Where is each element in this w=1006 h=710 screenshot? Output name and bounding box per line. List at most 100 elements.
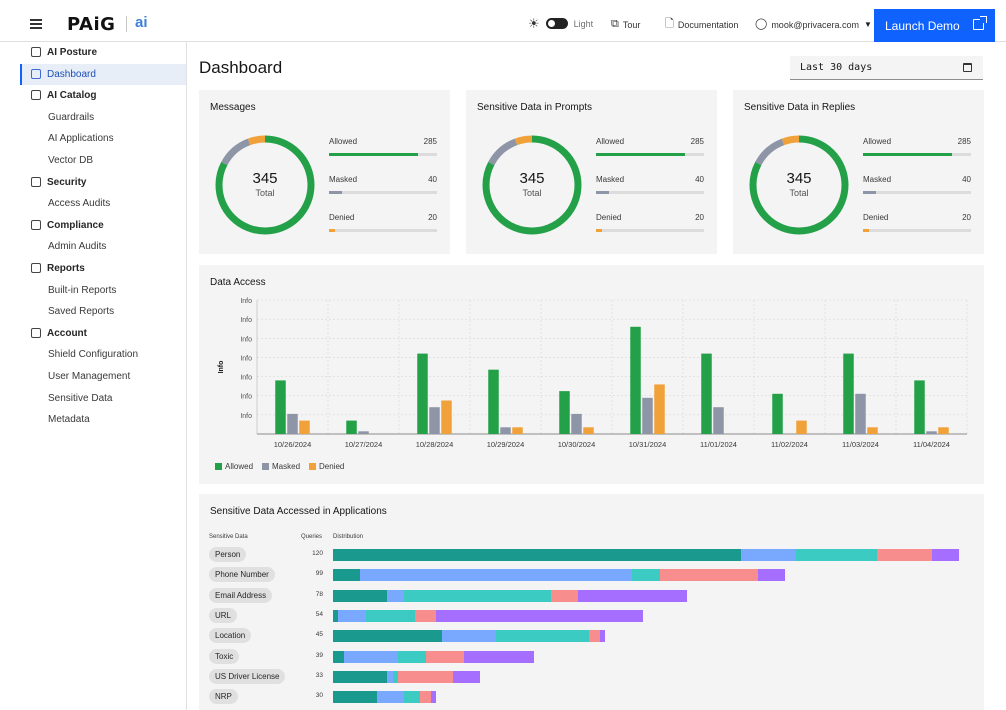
table-row[interactable]: US Driver License 33 — [199, 668, 979, 688]
sensitive-data-tag[interactable]: Phone Number — [209, 567, 275, 583]
sensitive-data-tag[interactable]: Toxic — [209, 648, 240, 664]
distribution-segment[interactable] — [430, 691, 437, 704]
sidebar-item-built-in-reports[interactable]: Built-in Reports — [20, 280, 186, 301]
bar-masked-10-28-2024[interactable] — [429, 407, 440, 434]
bar-allowed-10-27-2024[interactable] — [346, 420, 357, 434]
legend-item-masked[interactable]: Masked — [262, 462, 300, 471]
sidebar-item-vector-db[interactable]: Vector DB — [20, 150, 186, 171]
distribution-bar[interactable] — [333, 670, 480, 683]
sidebar-item-reports[interactable]: Reports — [20, 258, 186, 279]
bar-denied-10-29-2024[interactable] — [512, 427, 523, 434]
bar-allowed-10-30-2024[interactable] — [559, 391, 570, 434]
sidebar-item-ai-catalog[interactable]: AI Catalog — [20, 85, 186, 106]
distribution-segment[interactable] — [463, 650, 535, 663]
bar-allowed-10-29-2024[interactable] — [488, 369, 499, 434]
launch-demo-button[interactable]: Launch Demo — [874, 9, 995, 42]
bar-masked-10-26-2024[interactable] — [287, 413, 298, 434]
documentation-link[interactable]: 🗋 Documentation — [665, 19, 738, 30]
distribution-bar[interactable] — [333, 650, 535, 663]
donut-slice-denied[interactable] — [215, 135, 315, 235]
table-row[interactable]: URL 54 — [199, 607, 979, 627]
distribution-segment[interactable] — [452, 670, 480, 683]
distribution-segment[interactable] — [496, 630, 589, 643]
distribution-segment[interactable] — [398, 670, 453, 683]
distribution-segment[interactable] — [425, 650, 464, 663]
bar-masked-11-01-2024[interactable] — [713, 407, 724, 434]
table-row[interactable]: Person 120 — [199, 546, 979, 566]
bar-allowed-10-26-2024[interactable] — [275, 380, 286, 434]
distribution-bar[interactable] — [333, 609, 644, 622]
bar-denied-11-02-2024[interactable] — [796, 420, 807, 434]
distribution-segment[interactable] — [795, 549, 878, 561]
bar-masked-10-29-2024[interactable] — [500, 427, 511, 434]
sidebar-item-access-audits[interactable]: Access Audits — [20, 193, 186, 214]
distribution-segment[interactable] — [403, 589, 551, 602]
distribution-segment[interactable] — [333, 589, 388, 602]
bar-allowed-10-31-2024[interactable] — [630, 326, 641, 434]
date-range-select[interactable]: Last 30 days — [790, 56, 983, 80]
bar-denied-10-31-2024[interactable] — [654, 384, 665, 434]
bar-masked-11-03-2024[interactable] — [855, 393, 866, 434]
sidebar-item-account[interactable]: Account — [20, 323, 186, 344]
distribution-bar[interactable] — [333, 549, 959, 561]
hamburger-menu-icon[interactable] — [30, 19, 42, 29]
distribution-segment[interactable] — [333, 549, 742, 561]
distribution-segment[interactable] — [414, 609, 437, 622]
distribution-segment[interactable] — [877, 549, 932, 561]
bar-masked-10-27-2024[interactable] — [358, 431, 369, 434]
legend-item-denied[interactable]: Denied — [309, 462, 344, 471]
distribution-segment[interactable] — [360, 569, 633, 582]
bar-masked-10-31-2024[interactable] — [642, 397, 653, 434]
sensitive-data-tag[interactable]: US Driver License — [209, 668, 286, 684]
bar-masked-10-30-2024[interactable] — [571, 413, 582, 434]
sidebar-item-shield-configuration[interactable]: Shield Configuration — [20, 344, 186, 365]
distribution-bar[interactable] — [333, 589, 687, 602]
distribution-segment[interactable] — [757, 569, 785, 582]
paig-logo[interactable]: PAiG — [67, 14, 116, 35]
distribution-segment[interactable] — [392, 670, 399, 683]
user-menu[interactable]: ◯ mook@privacera.com ▼ — [755, 19, 872, 30]
distribution-segment[interactable] — [588, 630, 600, 643]
bar-allowed-11-01-2024[interactable] — [701, 353, 712, 434]
sidebar-item-admin-audits[interactable]: Admin Audits — [20, 236, 186, 257]
sidebar-item-ai-posture[interactable]: AI Posture — [20, 42, 186, 63]
distribution-segment[interactable] — [931, 549, 959, 561]
distribution-bar[interactable] — [333, 569, 785, 582]
distribution-segment[interactable] — [632, 569, 660, 582]
distribution-bar[interactable] — [333, 630, 606, 643]
distribution-segment[interactable] — [343, 650, 399, 663]
sensitive-data-tag[interactable]: Location — [209, 628, 252, 644]
bar-allowed-11-02-2024[interactable] — [772, 393, 783, 434]
sidebar-item-sensitive-data[interactable]: Sensitive Data — [20, 388, 186, 409]
distribution-segment[interactable] — [599, 630, 606, 643]
sidebar-item-user-management[interactable]: User Management — [20, 366, 186, 387]
distribution-segment[interactable] — [441, 630, 497, 643]
donut-slice-denied[interactable] — [749, 135, 849, 235]
distribution-segment[interactable] — [333, 650, 344, 663]
bar-masked-11-04-2024[interactable] — [926, 431, 937, 434]
legend-item-allowed[interactable]: Allowed — [215, 462, 253, 471]
sensitive-data-tag[interactable]: Email Address — [209, 587, 273, 603]
donut-slice-denied[interactable] — [482, 135, 582, 235]
distribution-segment[interactable] — [365, 609, 415, 622]
bar-denied-11-04-2024[interactable] — [938, 427, 949, 434]
sensitive-data-tag[interactable]: URL — [209, 607, 238, 623]
sidebar-item-compliance[interactable]: Compliance — [20, 215, 186, 236]
distribution-segment[interactable] — [376, 691, 404, 704]
sensitive-data-tag[interactable]: Person — [209, 547, 247, 562]
distribution-segment[interactable] — [333, 609, 339, 622]
distribution-segment[interactable] — [403, 691, 421, 704]
theme-switch[interactable] — [545, 18, 568, 29]
distribution-segment[interactable] — [333, 569, 361, 582]
sidebar-item-guardrails[interactable]: Guardrails — [20, 107, 186, 128]
distribution-segment[interactable] — [387, 670, 393, 683]
bar-denied-10-26-2024[interactable] — [299, 420, 310, 434]
sidebar-item-metadata[interactable]: Metadata — [20, 409, 186, 430]
sidebar-item-ai-applications[interactable]: AI Applications — [20, 128, 186, 149]
distribution-segment[interactable] — [420, 691, 431, 704]
sensitive-data-tag[interactable]: NRP — [209, 689, 238, 705]
distribution-bar[interactable] — [333, 691, 437, 704]
distribution-segment[interactable] — [436, 609, 644, 622]
sidebar-item-saved-reports[interactable]: Saved Reports — [20, 301, 186, 322]
table-row[interactable]: Location 45 — [199, 627, 979, 647]
